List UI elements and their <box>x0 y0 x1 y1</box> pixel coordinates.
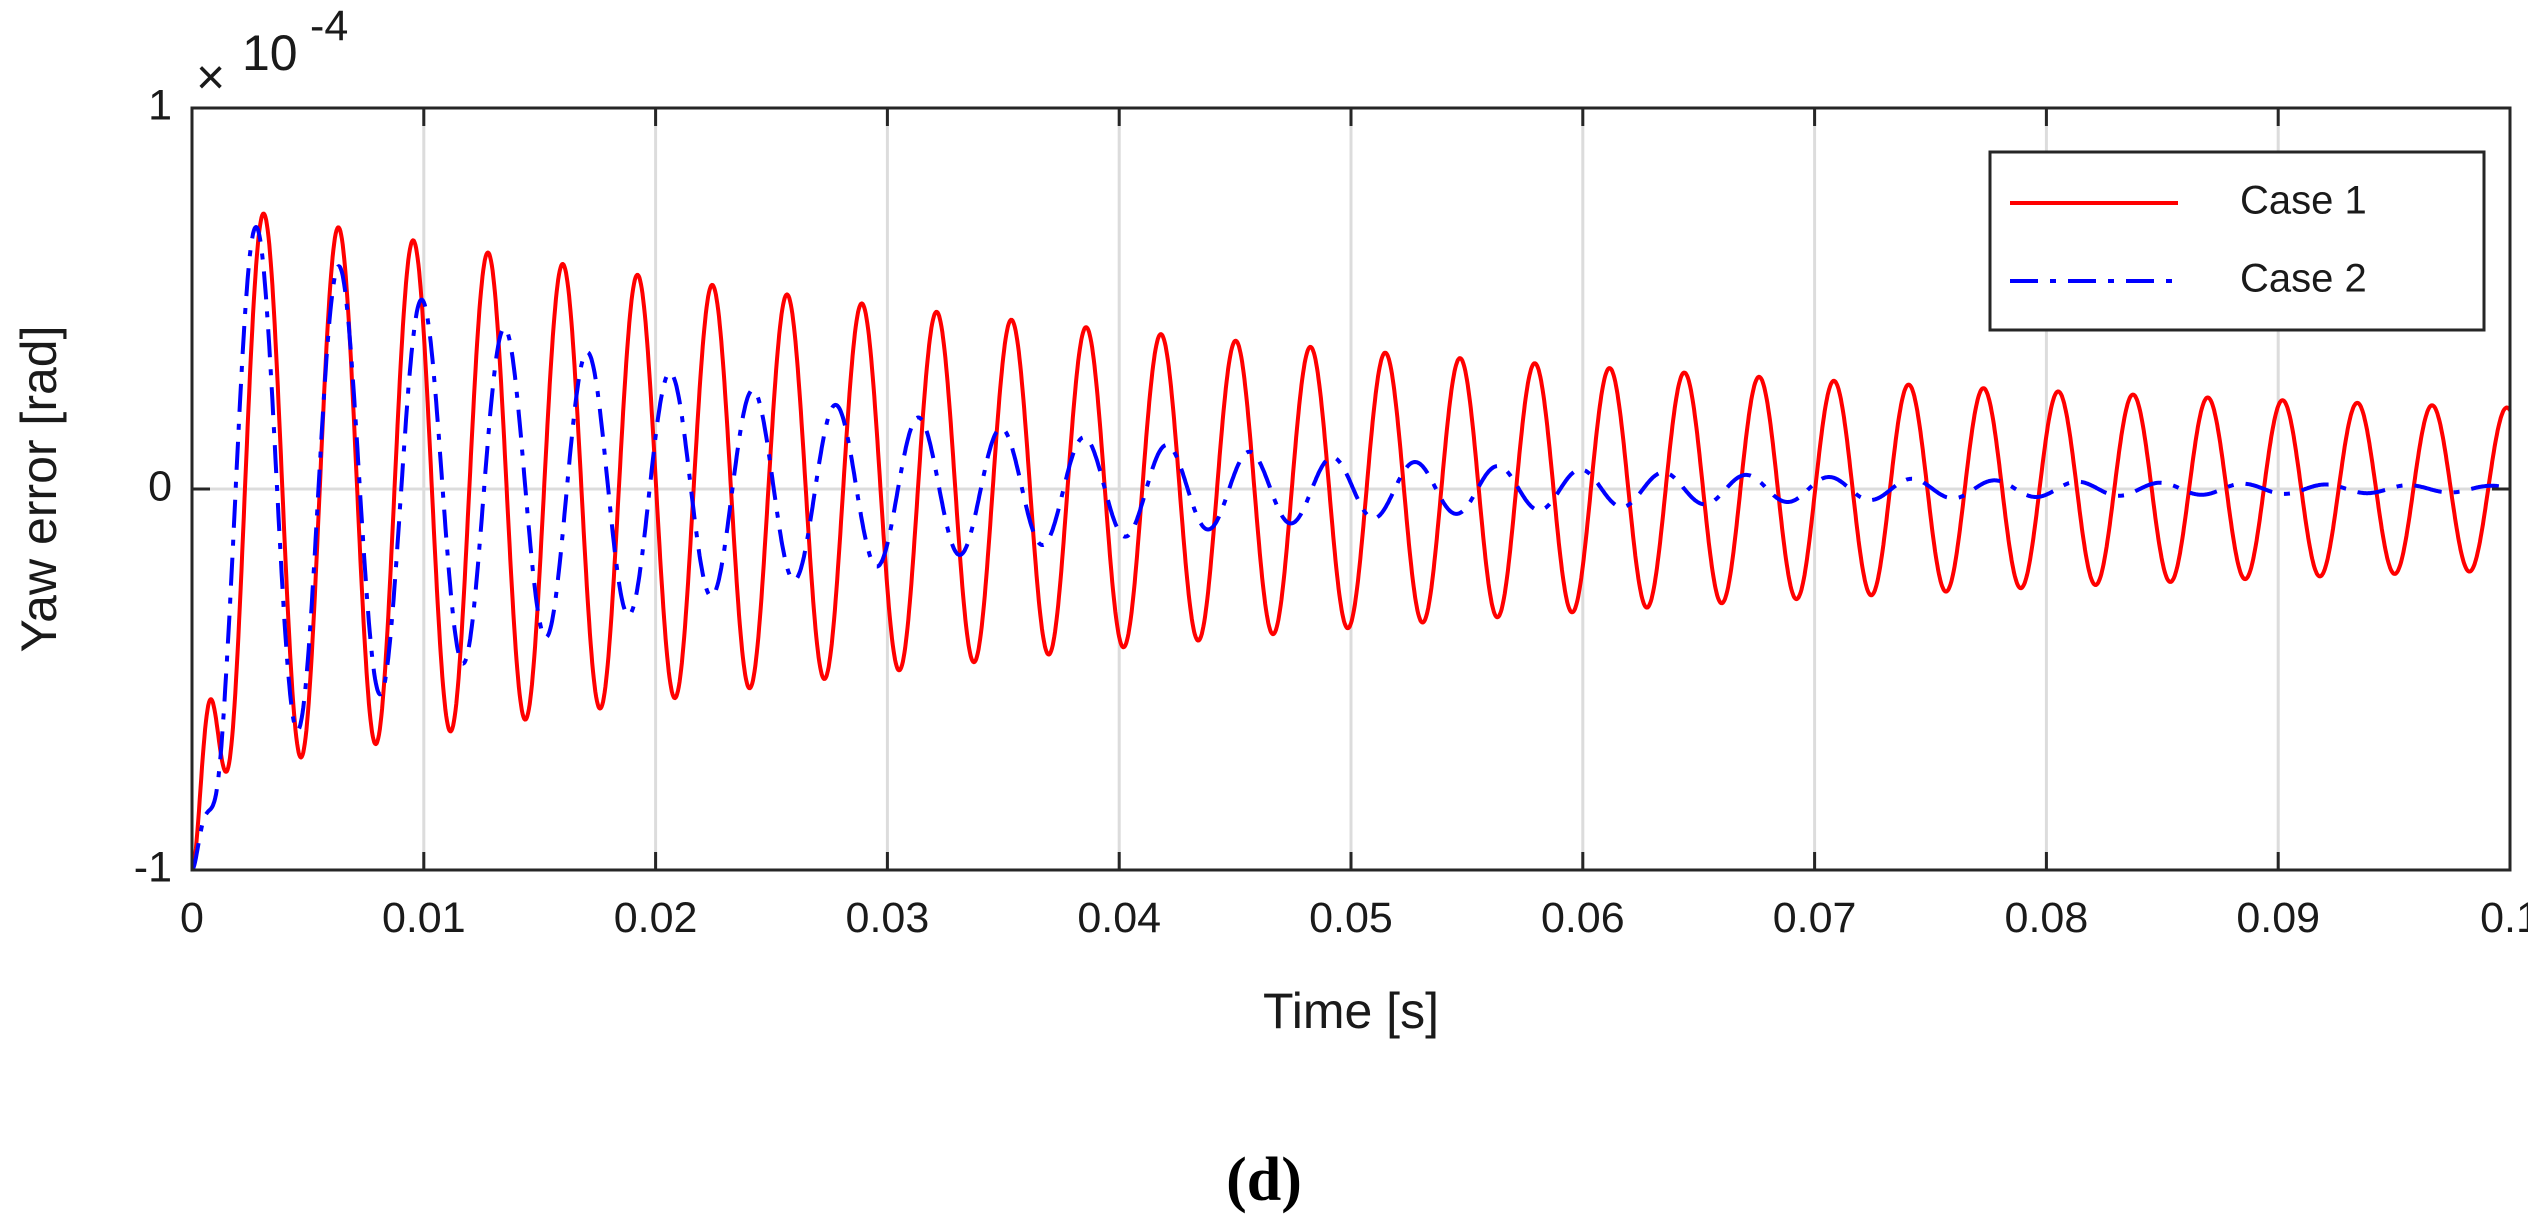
series-line-case-2 <box>190 225 2512 872</box>
x-tick-label: 0.08 <box>2005 894 2089 942</box>
series-layer <box>190 211 2512 872</box>
x-tick-label: 0.05 <box>1309 894 1393 942</box>
y-axis-label: Yaw error [rad] <box>11 326 67 653</box>
y-tick-label: 1 <box>148 81 172 129</box>
x-tick-label: 0.03 <box>846 894 930 942</box>
y-scale-power: -4 <box>310 2 348 50</box>
y-tick-label: 0 <box>148 462 172 510</box>
y-tick-label: -1 <box>134 843 172 891</box>
x-tick-label: 0.02 <box>614 894 698 942</box>
y-tick-labels: -1 0 1 <box>134 81 172 891</box>
x-tick-label: 0.04 <box>1077 894 1161 942</box>
x-tick-label: 0.06 <box>1541 894 1625 942</box>
y-scale-base: 10 <box>242 25 298 81</box>
x-tick-label: 0.07 <box>1773 894 1857 942</box>
figure-caption: (d) <box>1226 1146 1302 1214</box>
legend-box <box>1988 150 2486 332</box>
tick-marks <box>190 106 2512 872</box>
x-tick-labels: 0 0.01 0.02 0.03 0.04 0.05 0.06 0.07 0.08 0.09 0.1 <box>180 894 2528 942</box>
x-axis-label: Time [s] <box>1263 983 1439 1039</box>
x-tick-label: 0.1 <box>2480 894 2528 942</box>
legend: Case 1 Case 2 <box>1988 150 2486 332</box>
x-tick-label: 0.09 <box>2236 894 2320 942</box>
legend-label-case-1: Case 1 <box>2240 179 2367 223</box>
y-scale-times-sign: × <box>196 49 225 105</box>
series-line-case-1 <box>190 211 2512 872</box>
x-tick-label: 0.01 <box>382 894 466 942</box>
legend-label-case-2: Case 2 <box>2240 257 2367 301</box>
x-tick-label: 0 <box>180 894 204 942</box>
